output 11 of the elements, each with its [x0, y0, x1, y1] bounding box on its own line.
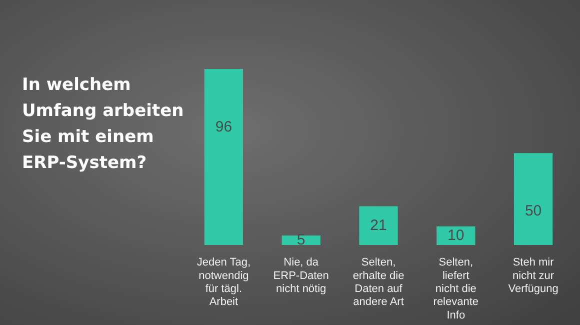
data-label: 21 [370, 216, 387, 234]
data-label: 50 [524, 202, 542, 220]
text: In welchem Umfang arbeiten Sie mit einem ERP-System? [22, 74, 185, 175]
data-label: 10 [448, 226, 464, 244]
x-tick-label: Steh mir nicht zur Verfügung [508, 256, 558, 296]
data-label: 5 [296, 232, 306, 249]
x-tick-label: Jeden Tag, notwendig für tägl. Arbeit [196, 256, 251, 308]
data-label: 96 [215, 118, 232, 136]
x-tick-label: Nie, da ERP-Daten nicht nötig [273, 256, 329, 296]
x-tick-label: Selten, liefert nicht die relevante Info [433, 256, 479, 322]
x-tick-label: Selten, erhalte die Daten auf andere Art [352, 256, 404, 308]
